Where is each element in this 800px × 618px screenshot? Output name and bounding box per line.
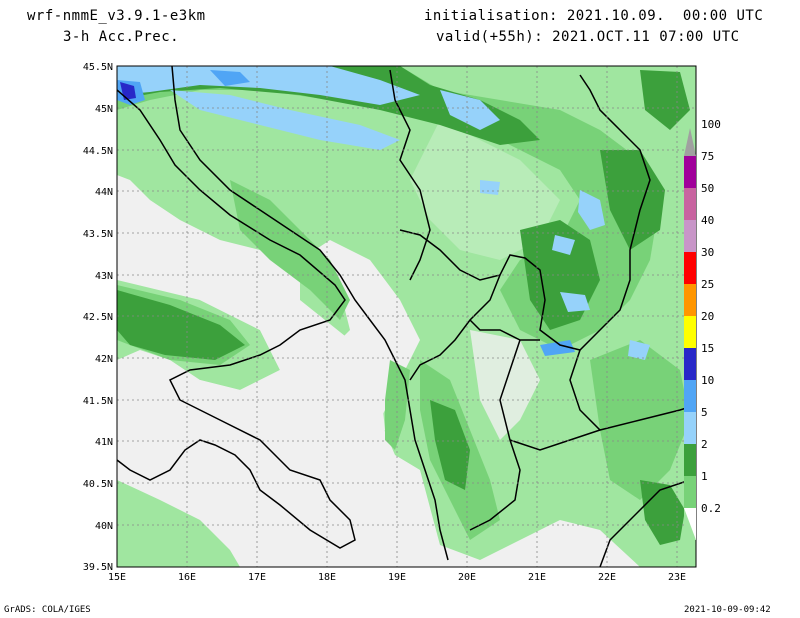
border-line	[399, 74, 651, 351]
lon-label: 20E	[458, 572, 476, 583]
colorbar-label: 30	[701, 246, 714, 259]
lon-label: 21E	[528, 572, 546, 583]
colorbar-segment	[684, 284, 696, 316]
border-line	[389, 69, 431, 281]
lon-axis: 15E 16E 17E 18E 19E 20E 21E 22E 23E	[108, 572, 686, 583]
precip-area-5mm	[440, 90, 500, 130]
colorbar-segment	[684, 444, 696, 476]
precip-area-dark	[640, 480, 685, 545]
coastlines-borders	[117, 66, 696, 567]
colorbar-lower-cap	[684, 508, 696, 540]
lon-label: 17E	[248, 572, 266, 583]
lat-label: 41N	[95, 437, 113, 448]
colorbar-segment	[684, 476, 696, 508]
colorbar-segment	[684, 412, 696, 444]
field-title: 3-h Acc.Prec.	[63, 29, 180, 45]
border-line	[509, 429, 601, 451]
colorbar-label: 40	[701, 214, 714, 227]
colorbar-segment	[684, 380, 696, 412]
lat-label: 45.5N	[83, 62, 113, 73]
lat-label: 44.5N	[83, 146, 113, 157]
lat-label: 42.5N	[83, 312, 113, 323]
dry-area	[150, 240, 385, 500]
precip-area-dark	[117, 290, 245, 360]
precip-area-10mm	[540, 340, 575, 356]
graticule	[117, 66, 696, 567]
precip-area-5mm	[552, 235, 575, 255]
colorbar-label: 75	[701, 150, 714, 163]
init-time: initialisation: 2021.10.09. 00:00 UTC	[424, 8, 764, 24]
colorbar-label: 15	[701, 342, 714, 355]
lat-label: 40.5N	[83, 479, 113, 490]
lat-label: 45N	[95, 104, 113, 115]
colorbar-label: 20	[701, 310, 714, 323]
colorbar-segment	[684, 156, 696, 188]
precip-area-5mm	[578, 190, 605, 230]
precip-area-medium	[385, 360, 410, 450]
lat-label: 42N	[95, 354, 113, 365]
precip-area-10mm	[210, 70, 250, 86]
colorbar-segment	[684, 220, 696, 252]
lon-label: 16E	[178, 572, 196, 583]
lat-label: 39.5N	[83, 562, 113, 573]
colorbar-segment	[684, 252, 696, 284]
lon-label: 19E	[388, 572, 406, 583]
colorbar-segment	[684, 348, 696, 380]
lon-label: 22E	[598, 572, 616, 583]
colorbar-label: 0.2	[701, 502, 721, 515]
precip-area-5mm	[170, 90, 400, 150]
colorbar-label: 2	[701, 438, 708, 451]
valid-time: valid(+55h): 2021.OCT.11 07:00 UTC	[436, 29, 740, 45]
colorbar-label: 25	[701, 278, 714, 291]
greece-coastline	[599, 479, 691, 567]
precip-area-dark	[430, 400, 470, 490]
colorbar-label: 50	[701, 182, 714, 195]
lon-label: 18E	[318, 572, 336, 583]
colorbar-segment	[684, 188, 696, 220]
model-title: wrf-nmmE_v3.9.1-e3km	[27, 8, 206, 24]
precip-area-5mm	[117, 66, 420, 105]
precip-area-5mm	[480, 180, 500, 195]
lon-label: 23E	[668, 572, 686, 583]
adriatic-east-coastline	[171, 66, 449, 561]
border-line	[469, 339, 521, 531]
border-line	[469, 319, 540, 341]
colorbar-label: 100	[701, 118, 721, 131]
precip-area-light	[117, 480, 240, 567]
lat-label: 43.5N	[83, 229, 113, 240]
border-line	[409, 274, 501, 381]
precip-field	[117, 66, 696, 567]
colorbar-segment	[684, 316, 696, 348]
precip-area-dark	[640, 70, 690, 130]
lat-axis: 45.5N 45N 44.5N 44N 43.5N 43N 42.5N 42N …	[83, 62, 113, 573]
precip-area-5mm	[560, 292, 590, 312]
lat-label: 40N	[95, 521, 113, 532]
colorbar-label: 1	[701, 470, 708, 483]
footer-credit: GrADS: COLA/IGES	[4, 605, 91, 615]
lat-label: 44N	[95, 187, 113, 198]
colorbar-label: 5	[701, 406, 708, 419]
colorbar-upper-arrow	[684, 128, 696, 156]
italy-coastline	[117, 89, 356, 549]
lat-label: 43N	[95, 271, 113, 282]
footer-timestamp: 2021-10-09-09:42	[684, 605, 771, 615]
lon-label: 15E	[108, 572, 126, 583]
colorbar-label: 10	[701, 374, 714, 387]
precip-area-5mm	[628, 340, 650, 360]
lat-label: 41.5N	[83, 396, 113, 407]
